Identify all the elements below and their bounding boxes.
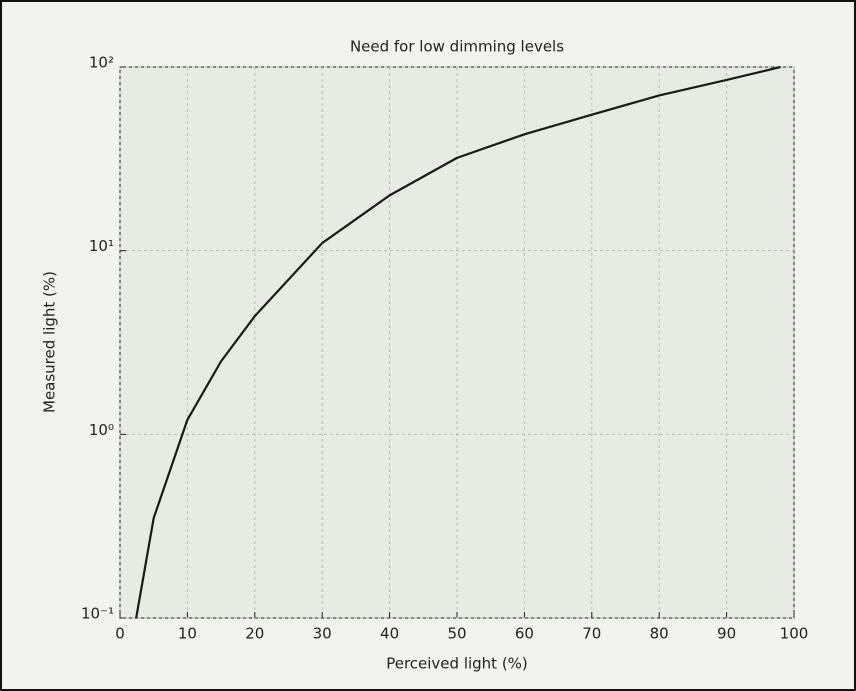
y-tick-label: 10²: [89, 54, 114, 72]
chart: Need for low dimming levels Perceived li…: [0, 0, 856, 691]
x-tick-label: 60: [515, 625, 534, 643]
y-tick-label: 10⁻¹: [81, 605, 114, 623]
x-tick-label: 20: [245, 625, 264, 643]
x-tick-label: 10: [178, 625, 197, 643]
chart-title: Need for low dimming levels: [350, 38, 564, 56]
x-tick-label: 90: [717, 625, 736, 643]
x-tick-label: 70: [582, 625, 601, 643]
y-tick-label: 10¹: [89, 237, 114, 255]
x-tick-label: 30: [313, 625, 332, 643]
y-axis-label: Measured light (%): [41, 271, 59, 413]
x-tick-label: 50: [447, 625, 466, 643]
x-tick-label: 100: [780, 625, 809, 643]
x-tick-label: 0: [115, 625, 125, 643]
x-tick-label: 80: [650, 625, 669, 643]
page: Need for low dimming levels Perceived li…: [0, 0, 856, 691]
x-tick-label: 40: [380, 625, 399, 643]
y-tick-label: 10⁰: [89, 421, 114, 439]
x-axis-label: Perceived light (%): [386, 655, 528, 673]
